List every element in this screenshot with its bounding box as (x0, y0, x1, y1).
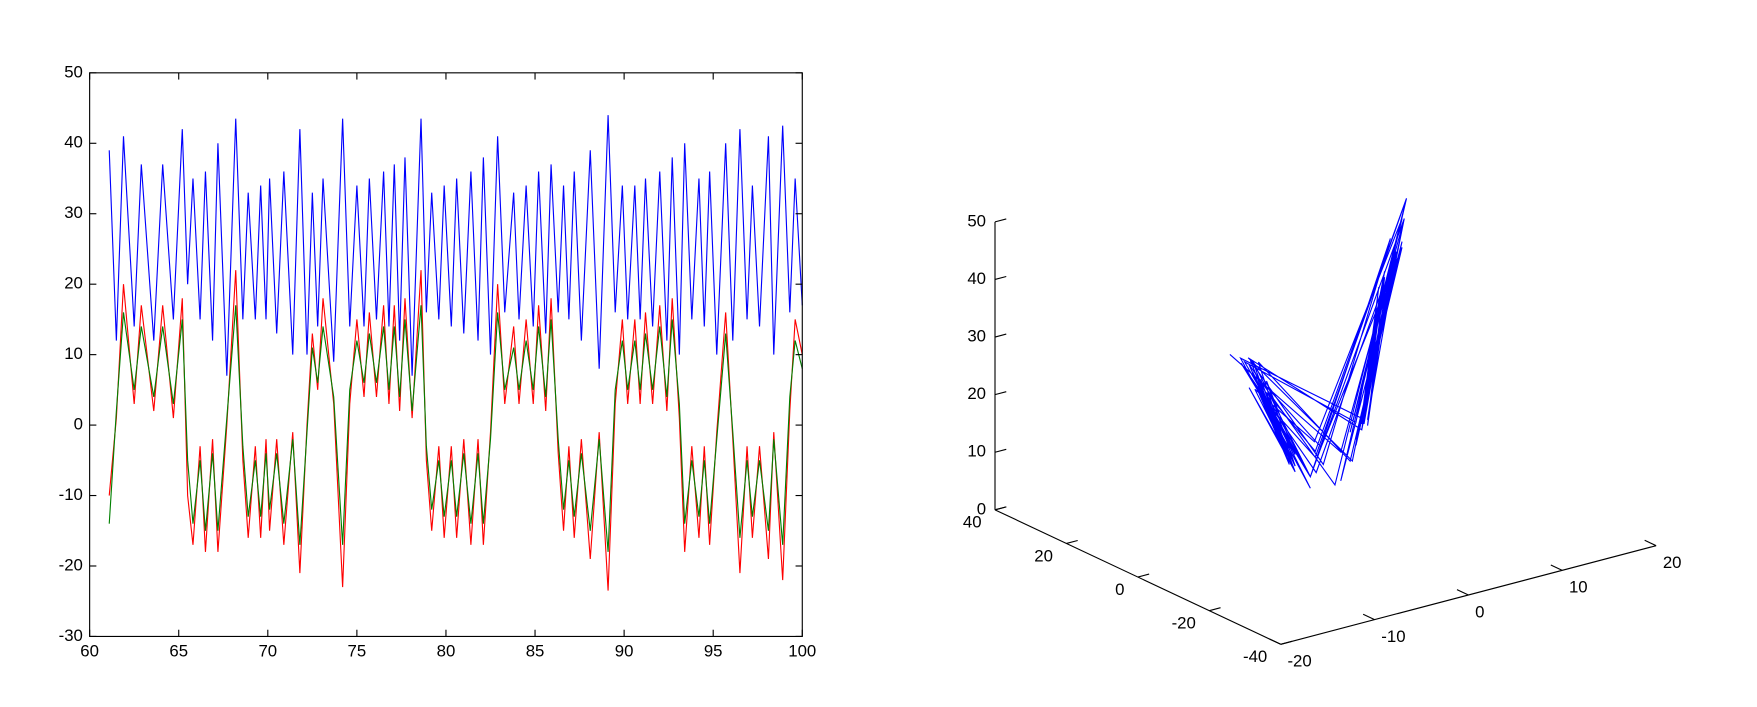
x-tick-label: 20 (1663, 553, 1682, 572)
x-tick (1456, 589, 1469, 596)
y-tick-label: 40 (963, 513, 982, 532)
y-axis (994, 509, 1281, 645)
z-tick (994, 448, 1007, 453)
z-tick-label: 10 (967, 442, 986, 461)
y-tick-label: -40 (1243, 647, 1267, 666)
x-tick-label: 65 (169, 642, 188, 661)
x-tick-label: 0 (1475, 602, 1484, 621)
y-tick-label: 40 (64, 133, 83, 152)
z-tick (994, 275, 1007, 280)
z-tick-label: 30 (967, 326, 986, 345)
y-tick-label: 0 (1115, 580, 1124, 599)
y-tick-label: 30 (64, 203, 83, 222)
y-tick (1209, 607, 1221, 612)
data-line (108, 115, 803, 376)
y-tick-label: -20 (1172, 614, 1196, 633)
x-axis (1280, 545, 1657, 645)
z-tick-label: 50 (967, 211, 986, 230)
x-tick-label: 95 (704, 642, 723, 661)
x-tick-label: 75 (348, 642, 367, 661)
x-tick (1269, 638, 1281, 645)
y-tick (1280, 640, 1293, 645)
y-tick-label: 0 (74, 415, 83, 434)
x-tick-label: 10 (1569, 578, 1588, 597)
x-tick-label: -10 (1381, 627, 1405, 646)
z-tick-label: 0 (977, 499, 986, 518)
x-tick-label: 80 (437, 642, 456, 661)
z-tick-label: 20 (967, 384, 986, 403)
x-tick-label: 85 (526, 642, 545, 661)
data-line (108, 305, 803, 552)
x-tick-label: 100 (788, 642, 816, 661)
z-tick (994, 333, 1007, 338)
y-tick-label: 10 (64, 344, 83, 363)
y-tick (1066, 539, 1078, 544)
x-tick-label: 90 (615, 642, 634, 661)
y-tick (994, 506, 1007, 511)
y-tick-label: 20 (1034, 546, 1053, 565)
x-tick (1644, 539, 1657, 547)
y-tick (1137, 573, 1150, 578)
z-tick (994, 391, 1007, 396)
z-tick-label: 40 (967, 269, 986, 288)
figure-content: 60 65 70 75 80 85 90 95 100-30-20-10010203040500… (59, 62, 1682, 670)
x-tick-label: 70 (258, 642, 277, 661)
y-tick-label: -20 (59, 555, 83, 574)
z-tick (994, 218, 1007, 223)
attractor-line (1229, 198, 1408, 489)
y-tick-label: -30 (59, 626, 83, 645)
x-tick (1362, 613, 1375, 621)
x-tick-label: 60 (80, 642, 99, 661)
y-tick-label: 50 (64, 62, 83, 81)
y-tick-label: 20 (64, 274, 83, 293)
x-tick (1550, 564, 1563, 571)
x-tick-label: -20 (1287, 652, 1311, 671)
plot-area (89, 72, 803, 637)
y-tick-label: -10 (59, 485, 83, 504)
